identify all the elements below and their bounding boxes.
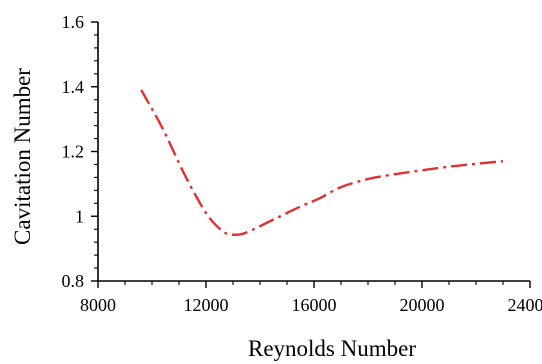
y-tick-label: 1.4 [62, 77, 85, 97]
series-group [140, 89, 504, 237]
tick-marks [91, 21, 531, 288]
x-tick-label: 24000 [508, 295, 542, 315]
y-tick-label: 1 [75, 206, 84, 226]
x-tick-label: 16000 [292, 295, 337, 315]
series-line-0 [140, 89, 504, 237]
y-tick-label: 0.8 [62, 271, 85, 291]
x-tick-label: 8000 [80, 295, 116, 315]
tick-labels: 0.8 1 1.2 1.4 1.6 8000 12000 16000 20000 24000 [62, 12, 542, 315]
y-tick-label: 1.6 [62, 12, 85, 32]
x-tick-label: 12000 [184, 295, 229, 315]
y-tick-label: 1.2 [62, 142, 85, 162]
axes [97, 22, 530, 282]
y-axis-label: Cavitation Number [10, 68, 35, 245]
x-axis-label: Reynolds Number [248, 336, 416, 361]
x-tick-label: 20000 [400, 295, 445, 315]
